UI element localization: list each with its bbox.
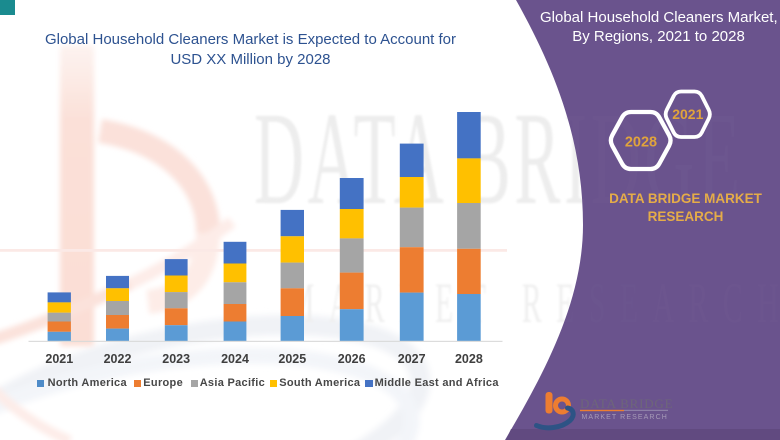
svg-text:2021: 2021: [672, 106, 703, 122]
svg-text:MARKET RESEARCH: MARKET RESEARCH: [582, 414, 668, 421]
svg-text:DATA BRIDGE: DATA BRIDGE: [580, 396, 673, 411]
svg-text:2028: 2028: [625, 135, 657, 151]
